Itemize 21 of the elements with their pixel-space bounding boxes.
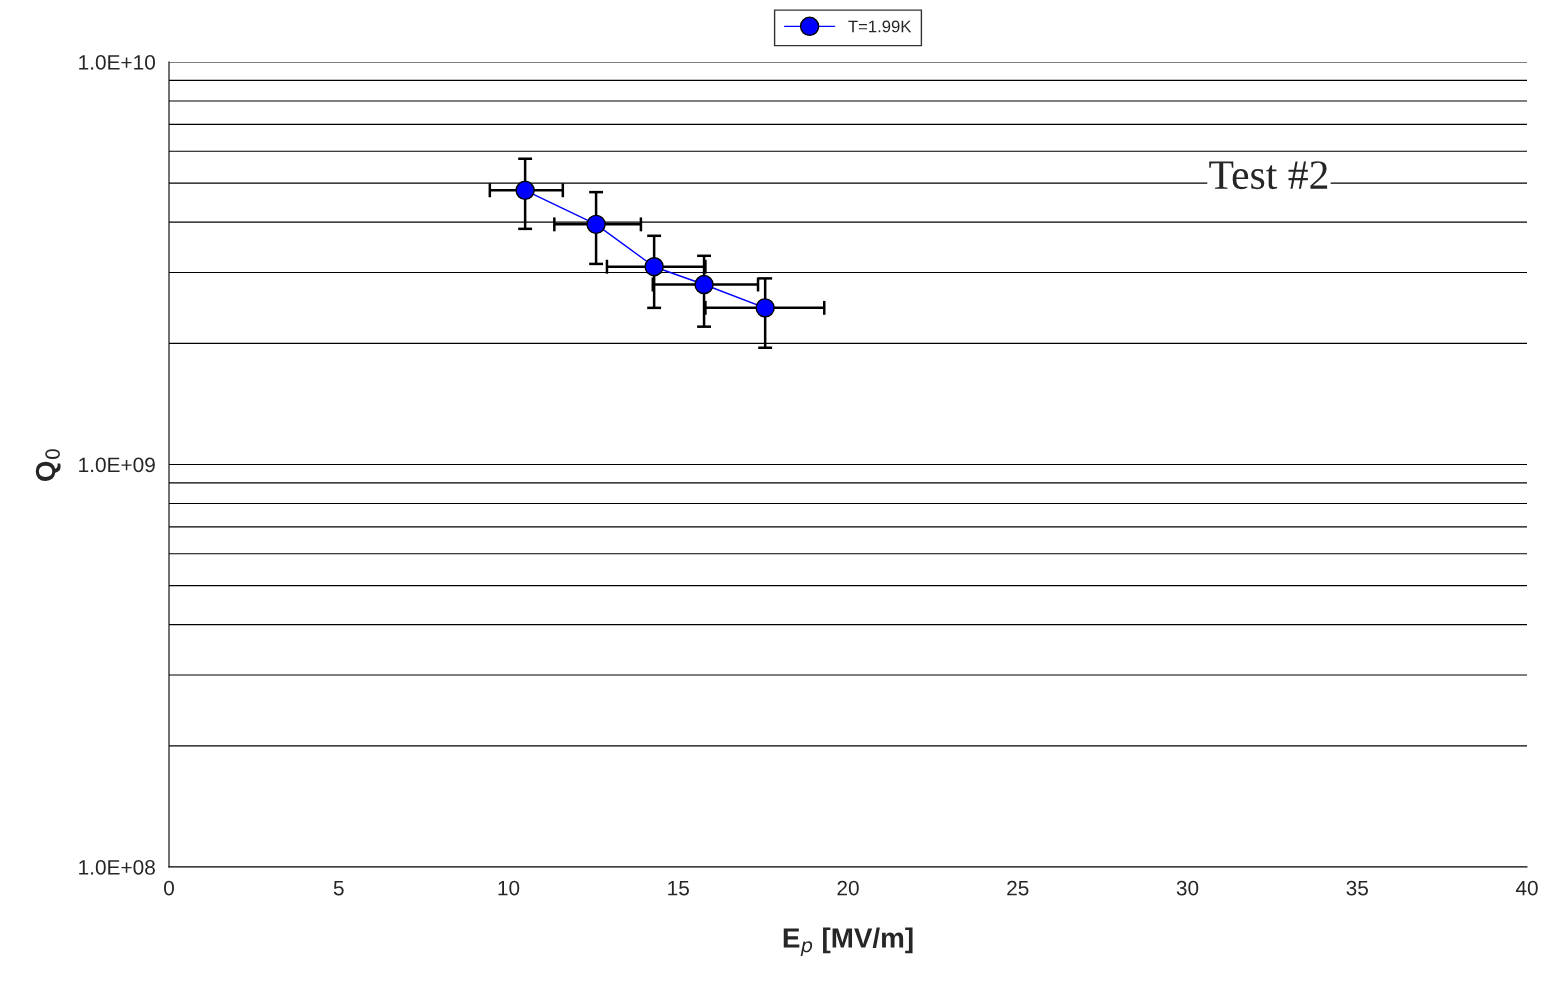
x-tick-label: 35	[1346, 880, 1368, 896]
legend-label: T=1.99K	[848, 20, 912, 33]
x-tick-label: 20	[837, 880, 859, 896]
x-tick-label: 0	[164, 880, 174, 896]
x-tick-label: 25	[1007, 880, 1029, 896]
y-tick-label: 1.0E+08	[79, 860, 155, 875]
x-tick-label: 10	[498, 880, 520, 896]
x-tick-label: 15	[668, 880, 689, 896]
x-tick-label: 30	[1176, 880, 1199, 896]
y-tick-label: 1.0E+10	[79, 55, 155, 70]
point	[755, 298, 775, 318]
x-axis-title: E$_{p}$ [MV/m]	[783, 927, 913, 957]
y-axis-title: Q$_{0}$	[35, 449, 61, 481]
point	[694, 274, 714, 295]
point	[644, 257, 664, 277]
x-tick-label: 40	[1515, 880, 1538, 896]
x-tick-label: 5	[333, 880, 344, 896]
annotation: Test #2	[1209, 161, 1328, 190]
point	[586, 214, 606, 235]
y-tick-label: 1.0E+09	[79, 457, 155, 473]
point	[515, 180, 535, 201]
